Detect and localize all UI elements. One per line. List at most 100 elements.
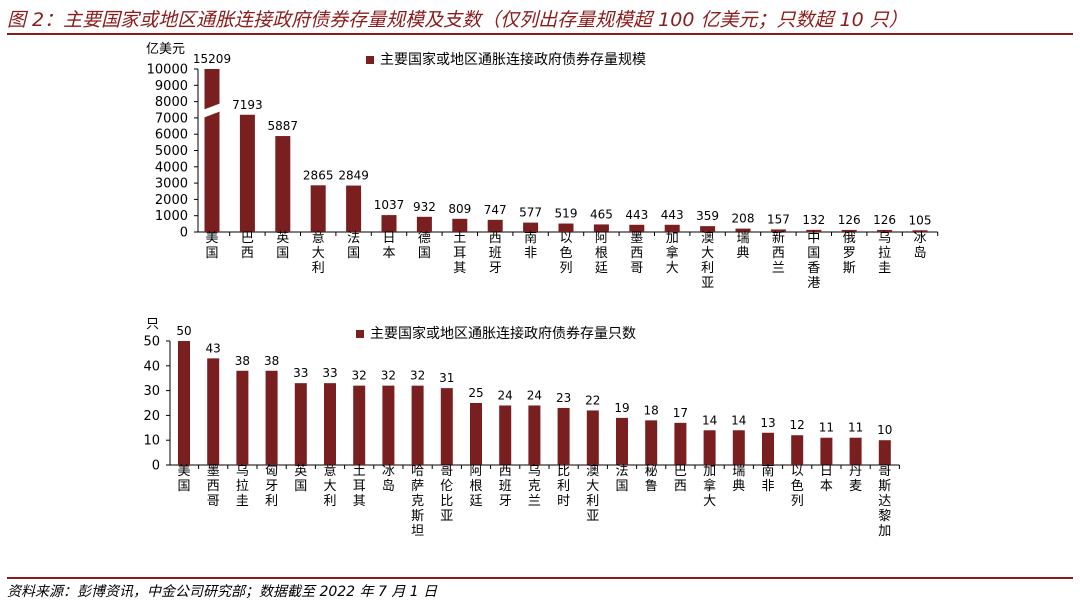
bar [586, 410, 599, 465]
value-label: 32 [381, 369, 396, 383]
category-label: 比利时 [557, 464, 570, 509]
bar [735, 228, 751, 232]
value-label: 443 [625, 208, 648, 222]
category-label: 日本 [382, 231, 395, 261]
category-label: 哥伦比亚 [440, 464, 453, 524]
bar [310, 185, 326, 232]
bar [806, 229, 822, 232]
value-label: 11 [848, 421, 863, 435]
value-label: 157 [767, 212, 790, 226]
category-label: 瑞典 [732, 464, 745, 494]
bar [700, 226, 716, 232]
value-label: 105 [909, 213, 932, 227]
value-label: 17 [673, 406, 688, 420]
category-label: 法国 [615, 464, 628, 494]
bar [452, 218, 468, 232]
value-label: 126 [838, 213, 861, 227]
bar [762, 432, 774, 465]
category-label: 巴西 [674, 464, 687, 494]
value-label: 32 [352, 369, 367, 383]
value-label: 24 [527, 388, 542, 402]
bar [645, 420, 658, 465]
category-label: 澳大利亚 [586, 463, 599, 524]
y-unit-label: 只 [146, 317, 159, 332]
value-label: 14 [702, 413, 717, 427]
value-label: 50 [176, 324, 191, 338]
bar [499, 405, 512, 465]
legend-swatch [356, 330, 364, 338]
category-label: 冰岛 [382, 464, 395, 494]
value-label: 23 [556, 391, 571, 405]
category-label: 哥斯达黎加 [878, 464, 891, 539]
source-note: 资料来源：彭博资讯，中金公司研究部；数据截至 2022 年 7 月 1 日 [7, 584, 438, 600]
value-label: 33 [293, 366, 308, 380]
axis-break-mark [201, 102, 223, 119]
source-rule [7, 577, 1073, 579]
legend-label: 主要国家或地区通胀连接政府债券存量只数 [370, 325, 636, 342]
value-label: 33 [322, 366, 337, 380]
bar [523, 222, 539, 232]
y-tick-label: 0 [180, 226, 188, 241]
bar [629, 224, 645, 232]
category-label: 巴西 [241, 231, 254, 261]
value-label: 13 [760, 416, 775, 430]
y-tick-label: 20 [143, 409, 160, 424]
bar [593, 224, 609, 232]
y-tick-label: 10000 [147, 63, 188, 78]
value-label: 18 [644, 403, 659, 417]
category-label: 匈牙利 [265, 464, 278, 509]
value-label: 31 [439, 371, 454, 385]
category-label: 中国香港 [807, 231, 820, 291]
y-tick-label: 5000 [155, 144, 188, 159]
category-label: 德国 [418, 231, 431, 261]
figure-title: 图 2：主要国家或地区通胀连接政府债券存量规模及支数（仅列出存量规模超 100 … [7, 9, 908, 31]
value-label: 465 [590, 207, 613, 221]
value-label: 519 [555, 207, 578, 221]
bar [674, 422, 687, 465]
bar [558, 223, 574, 232]
category-label: 加拿大 [666, 231, 679, 276]
bar [178, 341, 190, 465]
title-rule [7, 33, 1073, 35]
category-label: 墨西哥 [207, 464, 220, 509]
value-label: 22 [585, 393, 600, 407]
y-tick-label: 4000 [155, 160, 188, 175]
value-label: 32 [410, 369, 425, 383]
value-label: 24 [498, 388, 513, 402]
category-label: 土耳其 [353, 464, 366, 509]
bar [324, 383, 336, 465]
category-label: 俄罗斯 [843, 231, 856, 276]
legend-label: 主要国家或地区通胀连接政府债券存量规模 [380, 51, 646, 68]
bar [207, 358, 220, 465]
category-label: 日本 [820, 464, 833, 494]
bar [820, 437, 833, 465]
bar [236, 370, 249, 465]
value-label: 11 [819, 421, 834, 435]
bar [204, 69, 220, 232]
legend-swatch [366, 56, 374, 64]
y-tick-label: 3000 [155, 177, 188, 192]
value-label: 747 [484, 203, 507, 217]
value-label: 10 [877, 423, 892, 437]
category-label: 西班牙 [499, 464, 512, 509]
bar [557, 407, 570, 465]
category-label: 新西兰 [772, 230, 785, 276]
category-label: 意大利 [323, 463, 336, 509]
category-label: 乌拉圭 [236, 463, 249, 509]
value-label: 809 [448, 202, 471, 216]
category-label: 乌克兰 [528, 463, 541, 509]
value-label: 208 [732, 212, 755, 226]
y-tick-label: 1000 [155, 209, 188, 224]
category-label: 法国 [347, 231, 360, 261]
value-label: 14 [731, 413, 746, 427]
category-label: 阿根廷 [595, 231, 608, 276]
bar [849, 437, 862, 465]
y-tick-label: 40 [143, 359, 160, 374]
value-label: 19 [614, 401, 629, 415]
category-label: 哈萨克斯坦 [411, 464, 424, 539]
category-label: 土耳其 [453, 231, 466, 276]
bar [703, 430, 716, 465]
value-label: 25 [468, 386, 483, 400]
category-label: 阿根廷 [469, 464, 482, 509]
y-tick-label: 8000 [155, 95, 188, 110]
